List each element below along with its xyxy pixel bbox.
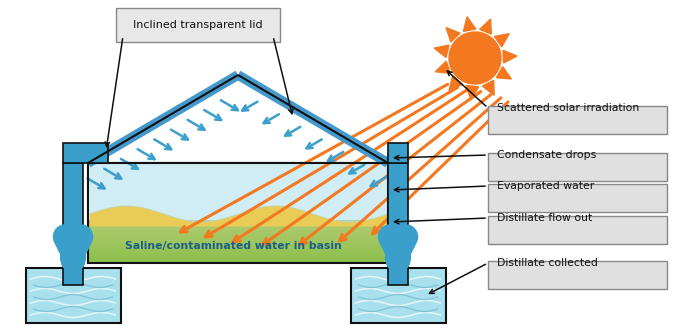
Polygon shape xyxy=(466,86,479,100)
Bar xyxy=(89,255,387,256)
Polygon shape xyxy=(435,61,450,73)
Bar xyxy=(89,223,387,224)
Bar xyxy=(63,143,108,163)
Bar xyxy=(89,221,387,223)
Polygon shape xyxy=(496,67,512,79)
FancyBboxPatch shape xyxy=(488,184,667,212)
Bar xyxy=(89,228,387,230)
Bar xyxy=(89,227,387,228)
Bar xyxy=(89,224,387,226)
Bar xyxy=(89,254,387,255)
Bar xyxy=(89,245,387,247)
FancyBboxPatch shape xyxy=(488,216,667,244)
Text: Distillate flow out: Distillate flow out xyxy=(497,213,592,223)
Text: Condensate drops: Condensate drops xyxy=(497,150,596,160)
Bar xyxy=(89,237,387,238)
Bar xyxy=(89,252,387,254)
Bar xyxy=(89,248,387,249)
Bar xyxy=(89,234,387,236)
Bar xyxy=(89,244,387,245)
Bar xyxy=(25,268,120,323)
Bar xyxy=(89,241,387,242)
Text: Inclined transparent lid: Inclined transparent lid xyxy=(134,20,263,30)
Bar xyxy=(350,268,445,323)
Text: Distillate collected: Distillate collected xyxy=(497,258,598,268)
Bar xyxy=(89,259,387,261)
Text: Scattered solar irradiation: Scattered solar irradiation xyxy=(497,103,640,113)
Bar xyxy=(89,233,387,234)
Bar xyxy=(63,163,83,285)
Bar xyxy=(89,220,387,221)
Bar xyxy=(89,240,387,241)
FancyBboxPatch shape xyxy=(488,106,667,134)
Polygon shape xyxy=(480,19,491,34)
Polygon shape xyxy=(446,28,460,42)
Bar xyxy=(388,163,408,285)
Bar xyxy=(89,249,387,251)
Bar xyxy=(88,163,388,263)
Polygon shape xyxy=(494,34,509,47)
Bar xyxy=(89,230,387,231)
FancyBboxPatch shape xyxy=(116,8,280,42)
Bar xyxy=(89,236,387,237)
Polygon shape xyxy=(503,50,517,63)
Text: Saline/contaminated water in basin: Saline/contaminated water in basin xyxy=(124,241,341,251)
Polygon shape xyxy=(449,76,463,91)
Bar xyxy=(89,238,387,240)
FancyBboxPatch shape xyxy=(488,153,667,181)
Bar xyxy=(89,231,387,233)
FancyBboxPatch shape xyxy=(488,261,667,289)
Polygon shape xyxy=(463,17,476,31)
Bar xyxy=(89,242,387,244)
Bar xyxy=(89,247,387,248)
Bar xyxy=(89,226,387,227)
Bar xyxy=(388,143,408,163)
Circle shape xyxy=(449,32,501,84)
Bar xyxy=(89,258,387,259)
Text: Evaporated water: Evaporated water xyxy=(497,181,594,191)
Polygon shape xyxy=(482,80,494,95)
Bar xyxy=(89,251,387,252)
Polygon shape xyxy=(434,45,449,58)
Bar xyxy=(89,261,387,262)
Bar xyxy=(89,256,387,258)
